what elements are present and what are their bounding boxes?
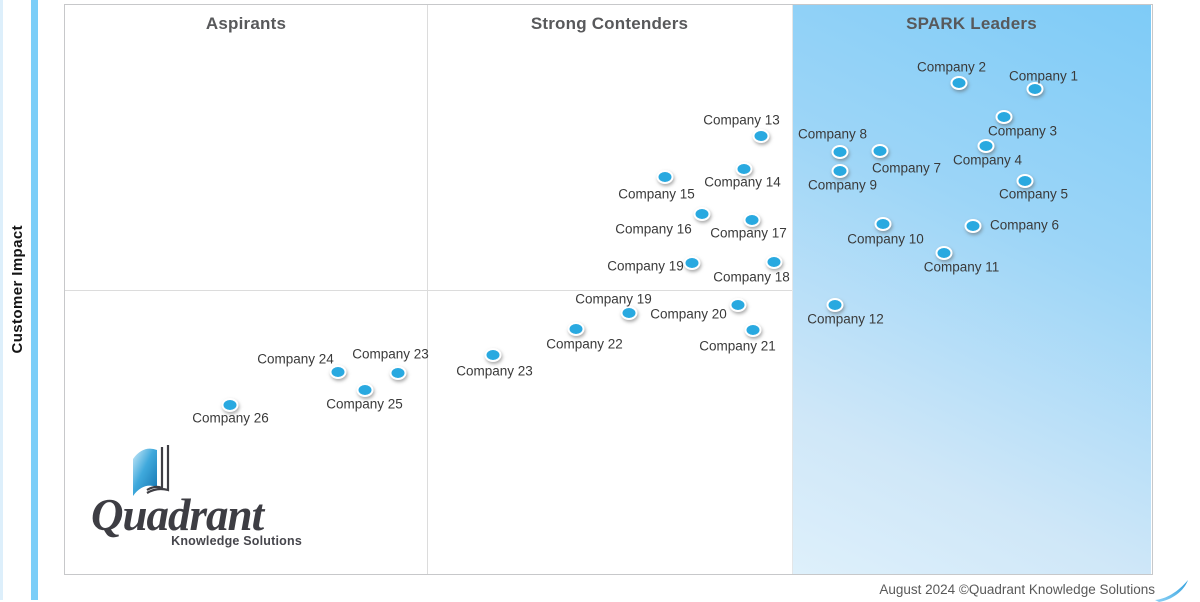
data-point-company-23	[484, 347, 501, 362]
data-point-label: Company 23	[352, 346, 429, 361]
data-point-label: Company 6	[989, 217, 1060, 232]
data-point-label: Company 9	[807, 177, 878, 192]
data-point-company-21	[744, 322, 761, 337]
column-divider-2	[792, 5, 793, 574]
data-point-label: Company 8	[797, 126, 868, 141]
y-axis: Customer Impact	[4, 4, 30, 575]
data-point-company-18	[765, 254, 782, 269]
data-point-company-22	[567, 321, 584, 336]
data-point-company-3	[995, 109, 1012, 124]
data-point-label: Company 15	[618, 186, 695, 201]
data-point-label: Company 19	[575, 291, 652, 306]
data-point-label: Company 23	[456, 363, 533, 378]
data-point-label: Company 14	[704, 174, 781, 189]
data-point-company-2	[950, 75, 967, 90]
data-point-label: Company 1	[1008, 68, 1079, 83]
data-point-company-13	[752, 128, 769, 143]
data-point-label: Company 17	[710, 225, 787, 240]
data-point-label: Company 7	[871, 160, 942, 175]
data-point-label: Company 10	[847, 231, 924, 246]
column-divider-1	[427, 5, 428, 574]
data-point-company-17	[743, 212, 760, 227]
data-point-company-10	[874, 216, 891, 231]
data-point-label: Company 13	[703, 112, 780, 127]
data-point-company-24	[329, 364, 346, 379]
data-point-label: Company 16	[615, 221, 692, 236]
data-point-company-19	[683, 255, 700, 270]
data-point-label: Company 20	[650, 306, 727, 321]
data-point-label: Company 22	[546, 336, 623, 351]
data-point-label: Company 21	[699, 338, 776, 353]
book-icon	[133, 445, 170, 496]
data-point-company-6	[964, 218, 981, 233]
data-point-company-19	[620, 305, 637, 320]
data-point-label: Company 11	[923, 259, 1000, 274]
data-point-company-16	[693, 206, 710, 221]
y-axis-label: Customer Impact	[8, 225, 26, 354]
data-point-label: Company 18	[713, 269, 790, 284]
data-point-company-20	[729, 297, 746, 312]
footer-attribution: August 2024 ©Quadrant Knowledge Solution…	[879, 582, 1155, 597]
spark-leaders-region	[792, 5, 1151, 574]
data-point-label: Company 26	[192, 410, 269, 425]
left-edge-accent	[0, 0, 3, 600]
data-point-company-7	[871, 143, 888, 158]
data-point-label: Company 5	[998, 186, 1069, 201]
data-point-company-23	[389, 365, 406, 380]
spark-matrix-chart: Aspirants Strong Contenders SPARK Leader…	[64, 4, 1153, 575]
logo-wordmark: Quadrant	[91, 490, 264, 540]
data-point-label: Company 12	[807, 311, 884, 326]
data-point-company-26	[221, 397, 238, 412]
row-divider	[65, 290, 792, 291]
logo-tagline: Knowledge Solutions	[171, 534, 302, 548]
data-point-label: Company 4	[952, 152, 1023, 167]
data-point-label: Company 19	[607, 258, 684, 273]
data-point-company-8	[831, 144, 848, 159]
data-point-company-1	[1026, 81, 1043, 96]
data-point-company-25	[356, 382, 373, 397]
quadrant-header-spark-leaders: SPARK Leaders	[906, 14, 1037, 33]
data-point-company-4	[977, 138, 994, 153]
data-point-label: Company 2	[916, 59, 987, 74]
data-point-label: Company 25	[326, 396, 403, 411]
swoosh-arrow-icon	[1155, 580, 1188, 602]
data-point-company-14	[735, 161, 752, 176]
data-point-company-12	[826, 297, 843, 312]
scatter-points-layer: Company 1 Company 2 Company 3 Company 4 Comp…	[65, 5, 1152, 574]
data-point-company-15	[656, 169, 673, 184]
data-point-label: Company 24	[257, 351, 334, 366]
left-accent-bar	[31, 0, 38, 600]
data-point-company-5	[1016, 173, 1033, 188]
data-point-company-9	[831, 163, 848, 178]
quadrant-header-aspirants: Aspirants	[205, 14, 287, 33]
data-point-label: Company 3	[987, 123, 1058, 138]
quadrant-logo: Quadrant Knowledge Solutions	[91, 443, 306, 548]
quadrant-header-strong-contenders: Strong Contenders	[530, 14, 689, 33]
data-point-company-11	[935, 245, 952, 260]
